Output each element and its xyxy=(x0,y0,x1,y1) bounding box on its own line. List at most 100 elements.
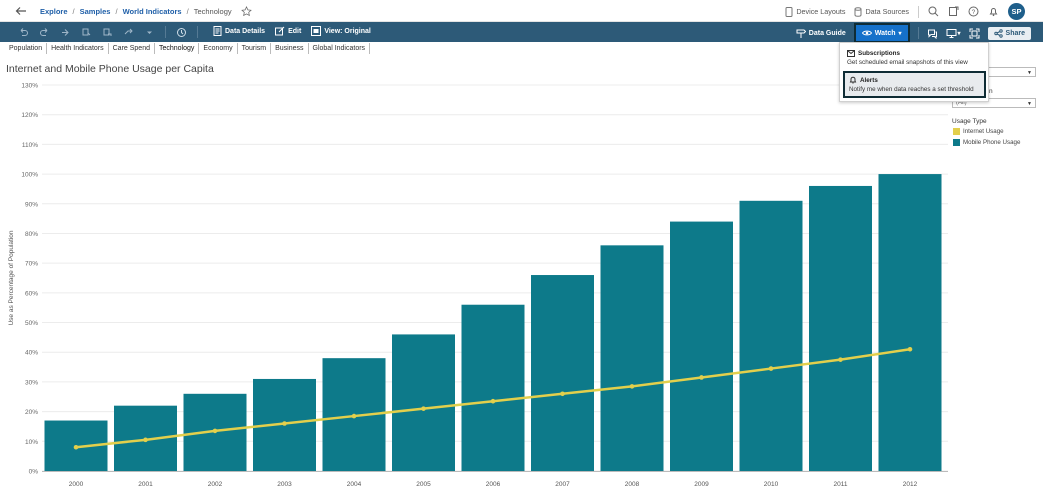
y-tick-label: 60% xyxy=(25,290,38,297)
bar-mobile-2009 xyxy=(670,221,733,471)
y-tick-label: 130% xyxy=(21,83,38,90)
breadcrumb-separator: / xyxy=(186,7,189,16)
favorite-star-icon[interactable] xyxy=(240,6,252,17)
y-tick-label: 80% xyxy=(25,231,38,238)
top-right-actions: Device Layouts Data Sources ? SP xyxy=(785,3,1025,20)
toolbar-right-actions: Data Guide Watch ▾ ▾ Share xyxy=(796,23,1031,43)
breadcrumb-world-indicators[interactable]: World Indicators xyxy=(122,7,182,16)
menu-item-subscriptions[interactable]: Subscriptions Get scheduled email snapsh… xyxy=(843,47,986,69)
tab-health-indicators[interactable]: Health Indicators xyxy=(47,43,109,54)
share-view-icon[interactable] xyxy=(123,27,134,38)
bar-mobile-2005 xyxy=(392,334,455,471)
new-sheet-icon[interactable] xyxy=(948,6,959,17)
view-original-label: View: Original xyxy=(324,27,371,35)
x-tick-label: 2001 xyxy=(138,481,153,488)
monitor-icon xyxy=(946,28,957,38)
tab-technology[interactable]: Technology xyxy=(154,43,200,54)
data-sources-button[interactable]: Data Sources xyxy=(854,6,909,17)
device-layouts-label: Device Layouts xyxy=(796,7,846,16)
user-avatar[interactable]: SP xyxy=(1008,3,1025,20)
metrics-clock-icon[interactable] xyxy=(176,27,187,38)
legend-title: Usage Type xyxy=(952,118,987,125)
signpost-icon xyxy=(796,29,806,38)
legend-item-mobile[interactable]: Mobile Phone Usage xyxy=(953,139,1020,146)
breadcrumb-separator: / xyxy=(72,7,75,16)
breadcrumb: Explore / Samples / World Indicators / T… xyxy=(40,6,252,17)
legend-swatch xyxy=(953,128,960,135)
envelope-icon xyxy=(847,50,855,57)
watch-button[interactable]: Watch ▾ xyxy=(853,23,910,43)
share-icon xyxy=(993,28,1003,38)
legend-item-internet[interactable]: Internet Usage xyxy=(953,128,1004,135)
pause-updates-icon[interactable] xyxy=(102,27,113,38)
legend-label: Mobile Phone Usage xyxy=(963,139,1021,146)
data-details-button[interactable]: Data Details xyxy=(213,26,265,36)
point-internet-2001 xyxy=(143,437,148,443)
divider xyxy=(917,27,919,39)
chevron-down-icon: ▾ xyxy=(898,30,902,37)
bar-mobile-2006 xyxy=(461,304,525,471)
refresh-icon[interactable] xyxy=(81,27,92,38)
x-tick-label: 2009 xyxy=(694,481,709,488)
tab-business[interactable]: Business xyxy=(271,43,309,54)
point-internet-2002 xyxy=(212,428,218,434)
subscriptions-description: Get scheduled email snapshots of this vi… xyxy=(847,59,968,66)
share-label: Share xyxy=(1005,29,1025,37)
chevron-down-icon: ▼ xyxy=(1027,101,1032,107)
tab-economy[interactable]: Economy xyxy=(199,43,238,54)
breadcrumb-separator: / xyxy=(115,7,118,16)
legend-swatch xyxy=(953,139,960,146)
x-tick-label: 2011 xyxy=(834,481,848,488)
database-icon xyxy=(854,6,862,17)
edit-button[interactable]: Edit xyxy=(275,26,301,36)
share-button[interactable]: Share xyxy=(987,26,1031,40)
breadcrumb-samples[interactable]: Samples xyxy=(79,7,111,16)
tab-tourism[interactable]: Tourism xyxy=(237,43,272,54)
point-internet-2006 xyxy=(490,398,496,404)
fullscreen-icon[interactable] xyxy=(969,28,980,39)
dropdown-caret-icon[interactable] xyxy=(144,27,155,38)
x-tick-label: 2004 xyxy=(347,481,362,488)
breadcrumb-explore[interactable]: Explore xyxy=(40,7,68,16)
point-internet-2011 xyxy=(838,357,843,362)
edit-icon xyxy=(275,26,285,36)
tab-global-indicators[interactable]: Global Indicators xyxy=(308,43,371,54)
toolbar-history-controls xyxy=(18,26,198,38)
y-tick-label: 20% xyxy=(25,409,38,416)
point-internet-2010 xyxy=(768,366,774,371)
top-bar: Explore / Samples / World Indicators / T… xyxy=(0,0,1043,22)
bar-mobile-2010 xyxy=(739,200,803,472)
tab-care-spend[interactable]: Care Spend xyxy=(108,43,155,54)
watch-label: Watch xyxy=(874,29,896,37)
tab-population[interactable]: Population xyxy=(5,43,48,54)
filter-dropdown-2[interactable]: (All) ▼ xyxy=(952,98,1036,108)
data-guide-label: Data Guide xyxy=(808,29,846,37)
document-icon xyxy=(213,26,222,36)
toolbar: Data Details Edit View: Original Data Gu… xyxy=(0,22,1043,43)
search-icon[interactable] xyxy=(928,6,939,17)
divider xyxy=(918,5,919,18)
redo-icon[interactable] xyxy=(39,27,50,38)
notifications-bell-icon[interactable] xyxy=(988,6,999,17)
view-original-button[interactable]: View: Original xyxy=(311,26,371,36)
x-tick-label: 2002 xyxy=(208,481,223,488)
data-guide-button[interactable]: Data Guide xyxy=(796,28,846,38)
bar-mobile-2007 xyxy=(531,275,594,471)
menu-item-alerts[interactable]: Alerts Notify me when data reaches a set… xyxy=(843,71,986,98)
point-internet-2005 xyxy=(421,406,426,411)
help-icon[interactable]: ? xyxy=(968,6,979,17)
presentation-mode-button[interactable]: ▾ xyxy=(946,28,961,39)
bell-icon xyxy=(849,76,857,84)
device-layouts-button[interactable]: Device Layouts xyxy=(785,6,846,17)
undo-icon[interactable] xyxy=(18,27,29,38)
x-tick-label: 2005 xyxy=(416,481,431,488)
chevron-down-icon: ▾ xyxy=(957,30,961,37)
x-tick-label: 2012 xyxy=(903,481,918,488)
revert-icon[interactable] xyxy=(60,27,71,38)
comments-icon[interactable] xyxy=(927,28,938,39)
sheet-tabs: Population Health Indicators Care Spend … xyxy=(5,43,371,54)
divider xyxy=(197,26,198,38)
y-tick-label: 50% xyxy=(25,320,38,327)
back-arrow-icon[interactable] xyxy=(14,4,28,18)
y-axis-label: Use as Percentage of Population xyxy=(8,230,15,325)
